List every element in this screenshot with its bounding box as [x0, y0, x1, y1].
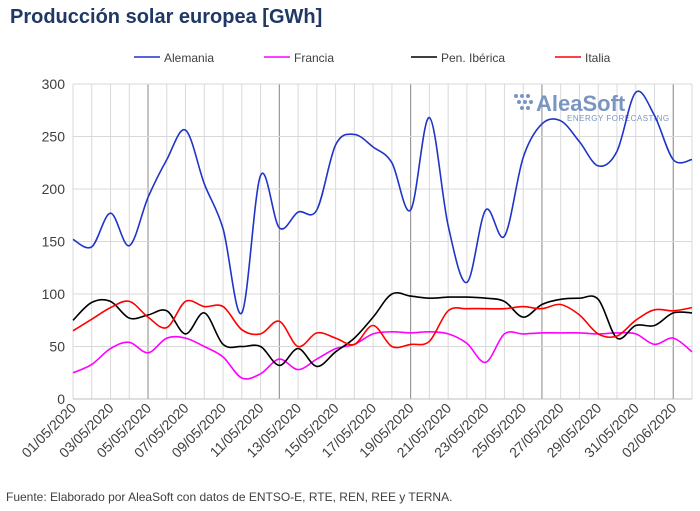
series-lines [72, 90, 693, 380]
y-tick-label: 250 [42, 129, 66, 145]
y-tick-label: 50 [49, 339, 65, 355]
y-tick-label: 200 [42, 181, 66, 197]
legend-label-francia: Francia [294, 51, 334, 65]
series-line-pen-ib-rica [72, 291, 693, 368]
y-tick-label: 300 [42, 76, 66, 92]
x-axis-ticks: 01/05/202003/05/202005/05/202007/05/2020… [18, 400, 679, 461]
series-line-alemania [72, 90, 693, 315]
horizontal-gridlines [73, 83, 692, 347]
chart-title: Producción solar europea [GWh] [10, 6, 323, 28]
legend: Alemania Francia Pen. Ibérica Italia [134, 51, 611, 65]
series-line-francia [72, 330, 693, 380]
y-tick-label: 150 [42, 234, 66, 250]
logo-subtext: ENERGY FORECASTING [567, 114, 670, 123]
series-line-italia [72, 299, 693, 349]
logo-text: AleaSoft [536, 91, 626, 116]
legend-label-alemania: Alemania [164, 51, 214, 65]
aleasoft-logo: AleaSoft ENERGY FORECASTING [514, 91, 670, 123]
y-tick-label: 100 [42, 286, 66, 302]
y-tick-label: 0 [57, 391, 65, 407]
source-note: Fuente: Elaborado por AleaSoft con datos… [6, 490, 453, 504]
y-axis-ticks: 0 50 100 150 200 250 300 [42, 76, 66, 407]
legend-label-pen-ib-rica: Pen. Ibérica [441, 51, 505, 65]
legend-label-italia: Italia [585, 51, 611, 65]
